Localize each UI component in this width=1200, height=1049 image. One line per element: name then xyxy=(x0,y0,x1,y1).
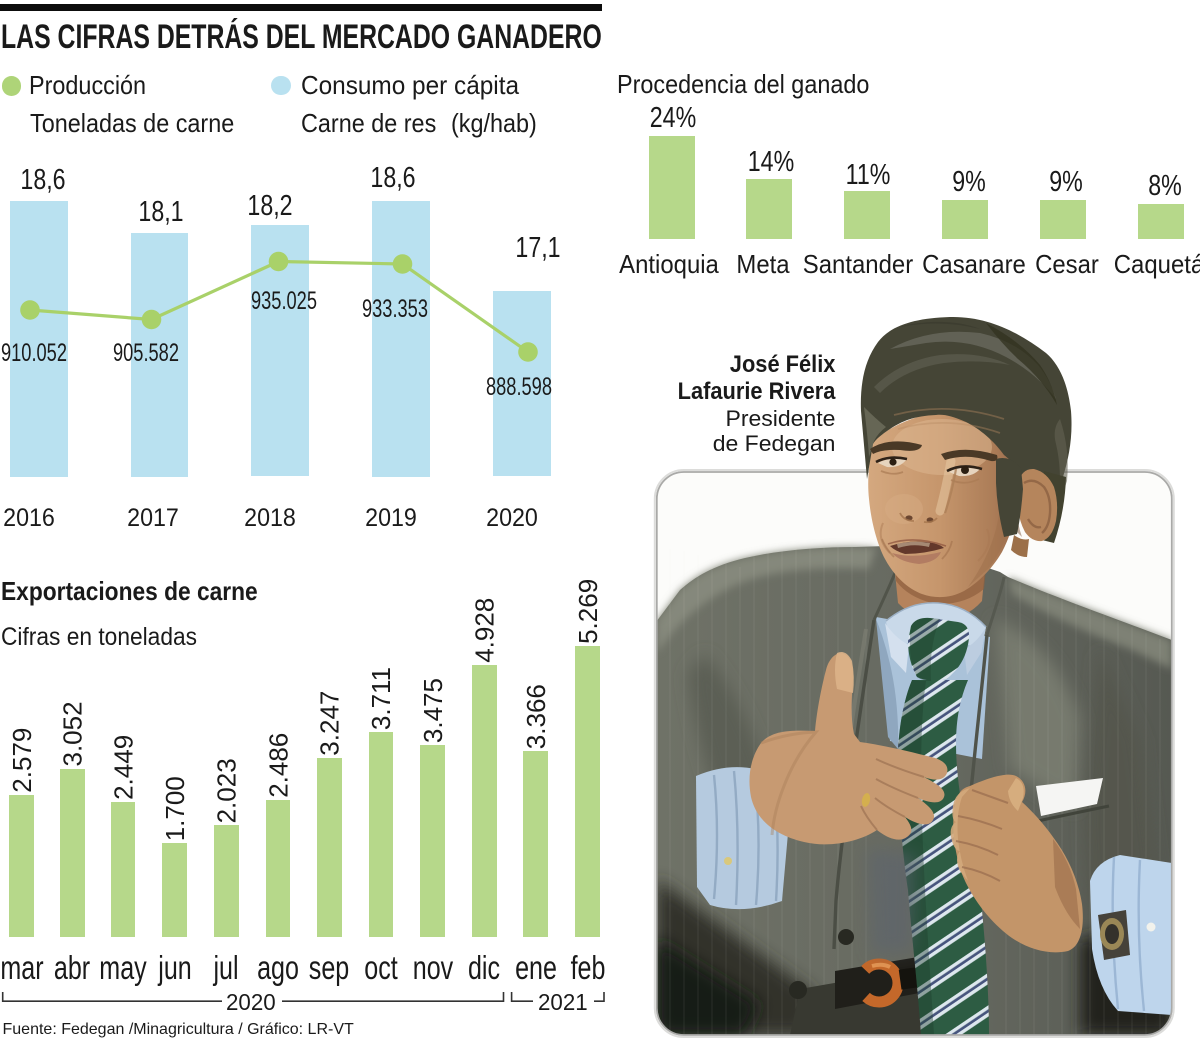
svg-text:3.475: 3.475 xyxy=(418,678,448,743)
svg-text:3.711: 3.711 xyxy=(366,667,396,730)
svg-text:2.486: 2.486 xyxy=(263,733,293,798)
svg-text:5.269: 5.269 xyxy=(573,579,603,644)
svg-text:3.247: 3.247 xyxy=(315,691,345,756)
svg-text:3.052: 3.052 xyxy=(58,701,88,766)
svg-text:2.449: 2.449 xyxy=(108,735,138,800)
svg-text:3.366: 3.366 xyxy=(521,684,551,749)
svg-text:2.579: 2.579 xyxy=(7,728,37,793)
svg-text:1.700: 1.700 xyxy=(160,776,190,841)
svg-text:4.928: 4.928 xyxy=(470,598,500,663)
svg-text:2.023: 2.023 xyxy=(212,758,242,823)
